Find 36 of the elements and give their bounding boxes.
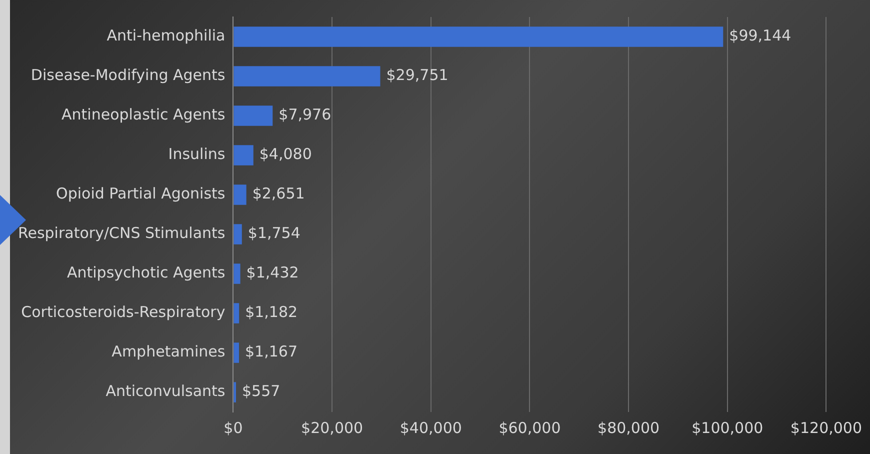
y-tick-label: Insulins [168,145,226,164]
y-tick-label: Anticonvulsants [106,382,226,400]
y-tick-label: Respiratory/CNS Stimulants [18,224,226,242]
y-tick-label: Anti-hemophilia [106,26,226,45]
bar [234,66,380,86]
bar [234,303,240,324]
data-label: $99,144 [729,26,792,45]
bar [234,224,242,244]
data-label: $1,754 [248,224,300,242]
bar [234,26,724,47]
data-label: $1,167 [245,342,298,361]
x-tick-label: $20,000 [301,418,364,437]
x-tick-label: $80,000 [598,418,660,437]
y-tick-label: Opioid Partial Agonists [56,184,226,203]
x-tick-label: $120,000 [790,418,862,437]
y-tick-label: Amphetamines [112,342,226,361]
bar [234,342,239,363]
x-tick-label: $40,000 [400,418,462,437]
bar [234,264,240,284]
data-label: $557 [242,382,280,400]
data-label: $1,182 [245,303,298,322]
x-tick-label: $100,000 [692,418,764,437]
x-tick-label: $60,000 [498,418,561,437]
data-label: $2,651 [252,184,305,203]
bar [234,106,273,126]
data-label: $29,751 [386,66,448,84]
y-tick-label: Antineoplastic Agents [62,106,226,124]
bar [234,184,246,205]
data-label: $4,080 [259,145,312,164]
x-tick-label: $0 [224,418,243,437]
bar [234,145,254,166]
data-label: $7,976 [278,106,332,124]
y-tick-label: Antipsychotic Agents [66,264,226,282]
y-tick-label: Disease-Modifying Agents [30,66,226,84]
y-tick-label: Corticosteroids-Respiratory [21,303,226,322]
data-label: $1,432 [246,264,299,282]
